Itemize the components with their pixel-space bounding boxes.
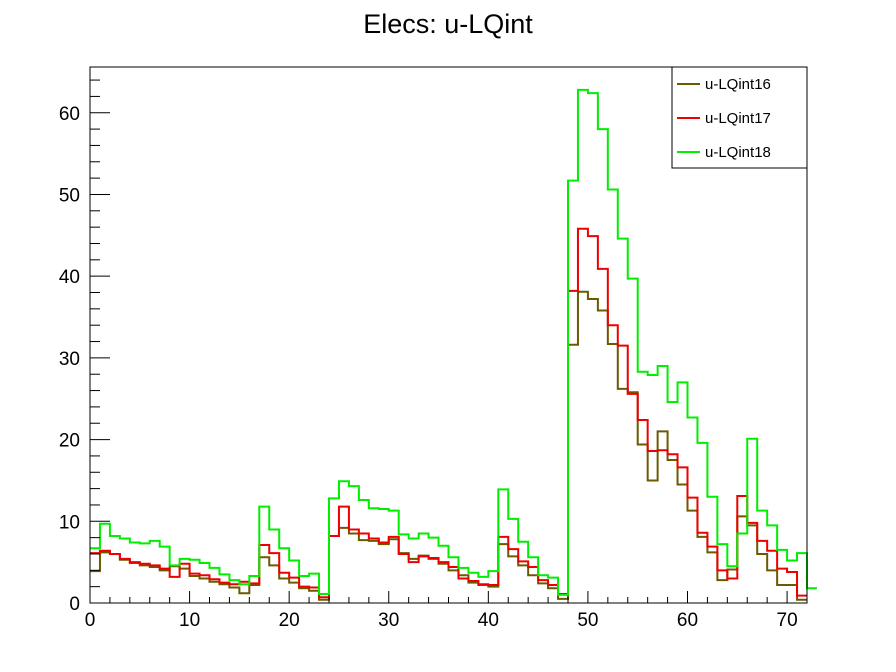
legend: u-LQint16 u-LQint17 u-LQint18: [671, 66, 808, 169]
plot-area: [90, 88, 817, 601]
x-tick-label: 30: [378, 610, 399, 631]
x-tick-label: 60: [677, 610, 698, 631]
x-tick-label: 20: [279, 610, 300, 631]
x-tick-label: 50: [577, 610, 598, 631]
legend-label: u-LQint16: [705, 76, 771, 93]
y-tick-label: 30: [59, 349, 80, 370]
y-tick-label: 20: [59, 431, 80, 452]
y-tick-label: 60: [59, 104, 80, 125]
chart-title: Elecs: u-LQint: [363, 9, 533, 39]
y-tick-label: 10: [59, 512, 80, 533]
series-line-u-lqint18: [90, 88, 817, 596]
x-tick-label: 40: [478, 610, 499, 631]
x-tick-label: 0: [85, 610, 96, 631]
series-line-u-lqint17: [90, 227, 807, 599]
x-tick-label: 70: [777, 610, 798, 631]
legend-label: u-LQint18: [705, 144, 771, 161]
legend-label: u-LQint17: [705, 110, 771, 127]
axes: 0 10 20 30 40 50 60 70 0 10 20 30 40 50 60: [59, 66, 808, 631]
y-tick-label: 50: [59, 185, 80, 206]
y-tick-label: 40: [59, 267, 80, 288]
x-tick-label: 10: [179, 610, 200, 631]
y-tick-label: 0: [69, 594, 80, 615]
